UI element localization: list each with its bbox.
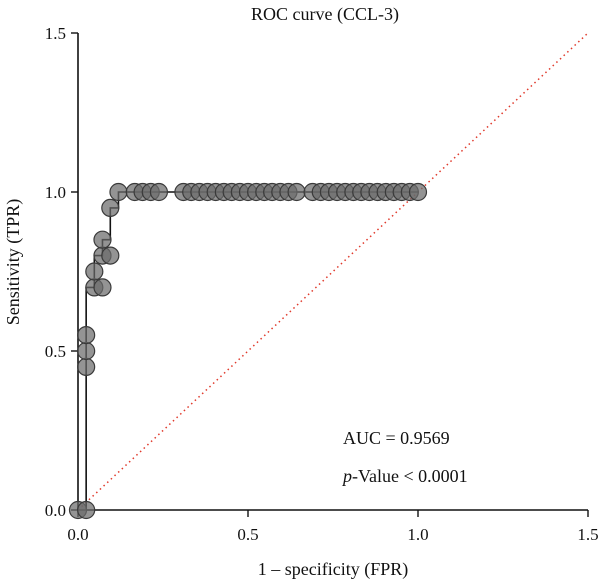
pvalue-annotation: p-Value < 0.0001 [341, 466, 468, 486]
x-ticks: 0.0 0.5 1.0 1.5 [67, 510, 599, 544]
x-tick-label: 1.5 [577, 525, 598, 544]
y-ticks: 0.0 0.5 1.0 1.5 [45, 24, 78, 520]
roc-point [149, 182, 169, 202]
roc-point [101, 246, 120, 265]
roc-point [93, 230, 112, 249]
roc-point [85, 262, 104, 281]
roc-point [109, 182, 128, 202]
roc-point [77, 357, 96, 376]
x-tick-label: 0.0 [67, 525, 88, 544]
roc-points-group [68, 182, 428, 520]
roc-point [77, 326, 96, 345]
x-axis-title: 1 – specificity (FPR) [258, 559, 409, 580]
y-tick-label: 0.0 [45, 501, 66, 520]
roc-point [77, 341, 96, 361]
y-tick-label: 0.5 [45, 342, 66, 361]
y-tick-label: 1.5 [45, 24, 66, 43]
roc-point [77, 500, 96, 520]
axes [77, 33, 588, 511]
reference-diagonal-line [77, 32, 589, 511]
roc-point [93, 278, 112, 297]
auc-annotation: AUC = 0.9569 [343, 428, 450, 448]
roc-point [287, 182, 306, 202]
pvalue-rest: -Value < 0.0001 [352, 466, 468, 486]
x-tick-label: 0.5 [237, 525, 258, 544]
pvalue-italic-p: p [341, 466, 352, 486]
y-axis-title: Sensitivity (TPR) [3, 199, 24, 326]
chart-title: ROC curve (CCL-3) [251, 4, 399, 25]
reference-line-group [77, 32, 589, 511]
roc-point [101, 198, 120, 217]
roc-point [408, 182, 428, 202]
y-tick-label: 1.0 [45, 183, 66, 202]
x-tick-label: 1.0 [407, 525, 428, 544]
